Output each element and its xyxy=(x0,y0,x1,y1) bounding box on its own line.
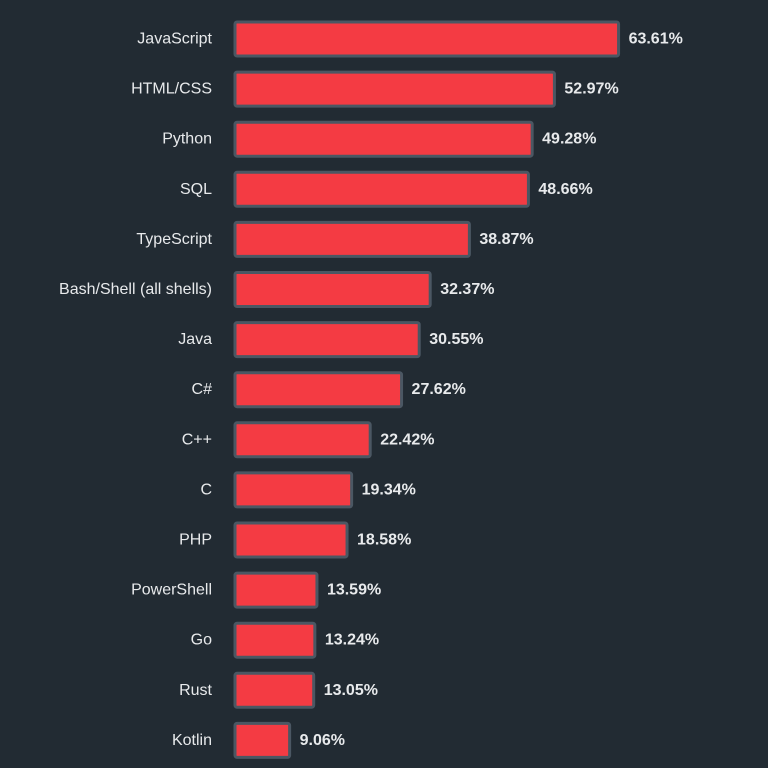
category-label-python: Python xyxy=(162,131,212,148)
bar-python xyxy=(233,120,534,158)
bar-html-css xyxy=(233,70,556,108)
bar-kotlin xyxy=(233,721,292,759)
bar-java xyxy=(233,321,421,359)
value-label-java: 30.55% xyxy=(429,331,483,348)
bar-rust xyxy=(233,671,316,709)
bar-php xyxy=(233,521,349,559)
category-label-csharp: C# xyxy=(192,381,213,398)
category-label-php: PHP xyxy=(179,532,212,549)
value-label-kotlin: 9.06% xyxy=(300,732,345,749)
category-label-javascript: JavaScript xyxy=(137,31,212,48)
value-label-powershell: 13.59% xyxy=(327,582,381,599)
category-label-java: Java xyxy=(178,331,212,348)
category-label-rust: Rust xyxy=(179,682,212,699)
bar-typescript xyxy=(233,220,471,258)
bar-javascript xyxy=(233,20,621,58)
category-label-cplusplus: C++ xyxy=(182,431,212,448)
value-label-typescript: 38.87% xyxy=(479,231,533,248)
category-label-sql: SQL xyxy=(180,181,212,198)
category-label-powershell: PowerShell xyxy=(131,582,212,599)
value-label-php: 18.58% xyxy=(357,532,411,549)
category-label-bash-shell-all-shells: Bash/Shell (all shells) xyxy=(59,281,212,298)
category-label-c: C xyxy=(200,481,212,498)
value-label-cplusplus: 22.42% xyxy=(380,431,434,448)
bar-go xyxy=(233,621,317,659)
bar-bash-shell-all-shells xyxy=(233,271,432,308)
category-label-html-css: HTML/CSS xyxy=(131,81,212,98)
value-label-bash-shell-all-shells: 32.37% xyxy=(440,281,494,298)
category-label-go: Go xyxy=(191,632,212,649)
value-label-c: 19.34% xyxy=(362,481,416,498)
value-label-csharp: 27.62% xyxy=(412,381,466,398)
value-label-go: 13.24% xyxy=(325,632,379,649)
value-label-html-css: 52.97% xyxy=(564,81,618,98)
value-label-rust: 13.05% xyxy=(324,682,378,699)
category-label-kotlin: Kotlin xyxy=(172,732,212,749)
bar-c xyxy=(233,471,354,509)
value-label-python: 49.28% xyxy=(542,131,596,148)
value-label-sql: 48.66% xyxy=(538,181,592,198)
bar-csharp xyxy=(233,371,404,409)
value-label-javascript: 63.61% xyxy=(629,31,683,48)
bar-powershell xyxy=(233,571,319,609)
category-label-typescript: TypeScript xyxy=(136,231,212,248)
bar-sql xyxy=(233,170,530,208)
bar-cplusplus xyxy=(233,421,372,459)
